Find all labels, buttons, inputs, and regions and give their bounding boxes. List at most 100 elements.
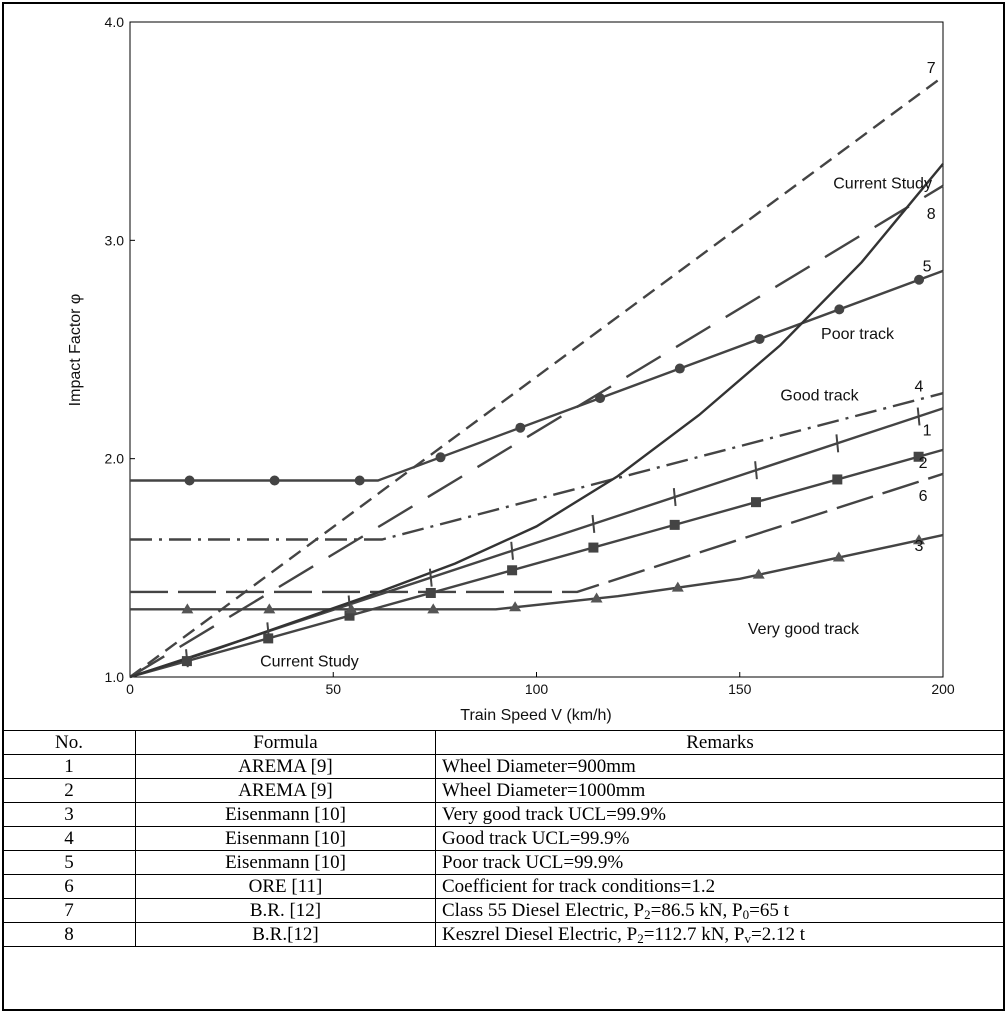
x-tick-label: 100: [525, 681, 549, 697]
row-formula: B.R. [12]: [135, 898, 436, 923]
row-remarks: Coefficient for track conditions=1.2: [435, 874, 1005, 899]
row-no: 7: [2, 898, 136, 923]
series-line-7: [129, 75, 944, 678]
row-formula: Eisenmann [10]: [135, 802, 436, 827]
curve-label: 7: [927, 60, 936, 77]
marker-circle: [834, 304, 845, 315]
formula-table: No. Formula Remarks 1 AREMA [9] Wheel Di…: [2, 730, 1005, 947]
header-no: No.: [2, 730, 136, 755]
marker-square: [507, 565, 518, 576]
row-no: 8: [2, 922, 136, 947]
marker-triangle: [181, 603, 194, 614]
curve-label: 6: [919, 488, 928, 505]
remarks-text: Keszrel Diesel Electric, P: [442, 924, 638, 945]
marker-circle: [435, 452, 446, 463]
marker-tick: [835, 434, 840, 453]
marker-square: [181, 656, 192, 667]
row-remarks: Very good track UCL=99.9%: [435, 802, 1005, 827]
marker-square: [344, 610, 355, 621]
header-formula: Formula: [135, 730, 436, 755]
row-no: 5: [2, 850, 136, 875]
table-row: 7 B.R. [12] Class 55 Diesel Electric, P2…: [2, 898, 1005, 923]
curve-label: Poor track: [821, 326, 895, 343]
row-no: 6: [2, 874, 136, 899]
curve-label: Current Study: [260, 654, 359, 671]
row-formula: B.R.[12]: [135, 922, 436, 947]
row-remarks: Wheel Diameter=1000mm: [435, 778, 1005, 803]
curve-label: 3: [915, 538, 924, 555]
header-remarks: Remarks: [435, 730, 1005, 755]
series-line-8: [129, 184, 944, 679]
marker-square: [588, 542, 599, 553]
remarks-subscript: v: [744, 931, 752, 946]
x-tick-label: 150: [728, 681, 752, 697]
curve-label: Current Study: [833, 176, 932, 193]
y-tick-label: 4.0: [105, 14, 125, 30]
impact-factor-chart: 0 50 100 150 200 1.0 2.0 3.0 4.0 7 Current Study…: [67, 14, 955, 724]
remarks-text: =112.7 kN, P: [643, 924, 745, 945]
curve-label: 2: [919, 455, 928, 472]
y-axis-ticks: 1.0 2.0 3.0 4.0: [105, 14, 135, 685]
y-tick-label: 2.0: [105, 451, 125, 467]
marker-triangle: [263, 603, 276, 614]
marker-square: [751, 497, 762, 508]
marker-square: [832, 474, 843, 485]
series-line-4: [130, 392, 944, 541]
remarks-subscript: 2: [637, 931, 644, 946]
y-axis-label: Impact Factor φ: [67, 294, 84, 407]
marker-tick: [754, 461, 758, 480]
x-axis-label: Train Speed V (km/h): [460, 707, 611, 724]
marker-circle: [515, 422, 526, 433]
row-formula: AREMA [9]: [135, 778, 436, 803]
table-row: 3 Eisenmann [10] Very good track UCL=99.…: [2, 802, 1005, 827]
curve-label: Good track: [780, 387, 859, 404]
table-row: 5 Eisenmann [10] Poor track UCL=99.9%: [2, 850, 1005, 875]
x-tick-label: 50: [325, 681, 341, 697]
marker-circle: [754, 333, 765, 344]
row-no: 4: [2, 826, 136, 851]
table-row: 1 AREMA [9] Wheel Diameter=900mm: [2, 754, 1005, 779]
marker-square: [425, 587, 436, 598]
marker-tick: [510, 541, 514, 560]
table-row: 8 B.R.[12] Keszrel Diesel Electric, P2=1…: [2, 922, 1005, 947]
x-tick-label: 200: [931, 681, 955, 697]
marker-circle: [914, 274, 925, 285]
marker-square: [263, 633, 274, 644]
x-tick-label: 0: [126, 681, 134, 697]
row-formula: ORE [11]: [135, 874, 436, 899]
remarks-text: =65 t: [749, 900, 789, 921]
row-no: 3: [2, 802, 136, 827]
curve-label: Very good track: [748, 621, 860, 638]
row-formula: Eisenmann [10]: [135, 826, 436, 851]
remarks-subscript: 2: [644, 907, 651, 922]
table-row: 6 ORE [11] Coefficient for track conditi…: [2, 874, 1005, 899]
row-remarks: Good track UCL=99.9%: [435, 826, 1005, 851]
marker-triangle: [832, 551, 845, 562]
series-line-current-study: [129, 163, 944, 679]
table-row: 2 AREMA [9] Wheel Diameter=1000mm: [2, 778, 1005, 803]
plot-area: [129, 21, 944, 678]
curve-label: 1: [923, 422, 932, 439]
remarks-text: Class 55 Diesel Electric, P: [442, 900, 645, 921]
marker-triangle: [752, 568, 765, 579]
curve-labels: 7 Current Study 8 5 Poor track Good track 4 1 2 6…: [260, 60, 936, 671]
marker-triangle: [509, 601, 522, 612]
series-line-3: [130, 533, 944, 611]
row-no: 1: [2, 754, 136, 779]
marker-triangle: [912, 534, 925, 545]
marker-circle: [184, 475, 195, 486]
marker-tick: [591, 514, 596, 533]
marker-triangle: [590, 592, 603, 603]
x-axis-ticks: 0 50 100 150 200: [126, 672, 955, 697]
row-remarks: Class 55 Diesel Electric, P2=86.5 kN, P0…: [435, 898, 1005, 923]
row-remarks: Poor track UCL=99.9%: [435, 850, 1005, 875]
remarks-text: =86.5 kN, P: [650, 900, 743, 921]
marker-tick: [672, 488, 677, 507]
marker-triangle: [427, 603, 440, 614]
marker-circle: [595, 393, 606, 404]
marker-tick: [428, 568, 433, 587]
curve-label: 4: [915, 379, 924, 396]
marker-tick: [916, 407, 921, 426]
row-remarks: Wheel Diameter=900mm: [435, 754, 1005, 779]
marker-triangle: [345, 603, 358, 614]
